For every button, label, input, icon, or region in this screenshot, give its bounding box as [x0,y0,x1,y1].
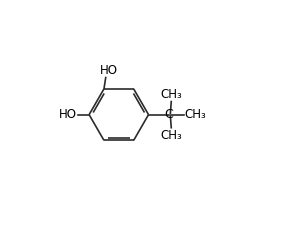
Text: C: C [164,108,173,121]
Text: CH₃: CH₃ [185,108,207,121]
Text: CH₃: CH₃ [160,129,182,142]
Text: HO: HO [59,108,77,121]
Text: CH₃: CH₃ [160,88,182,101]
Text: HO: HO [100,64,118,77]
